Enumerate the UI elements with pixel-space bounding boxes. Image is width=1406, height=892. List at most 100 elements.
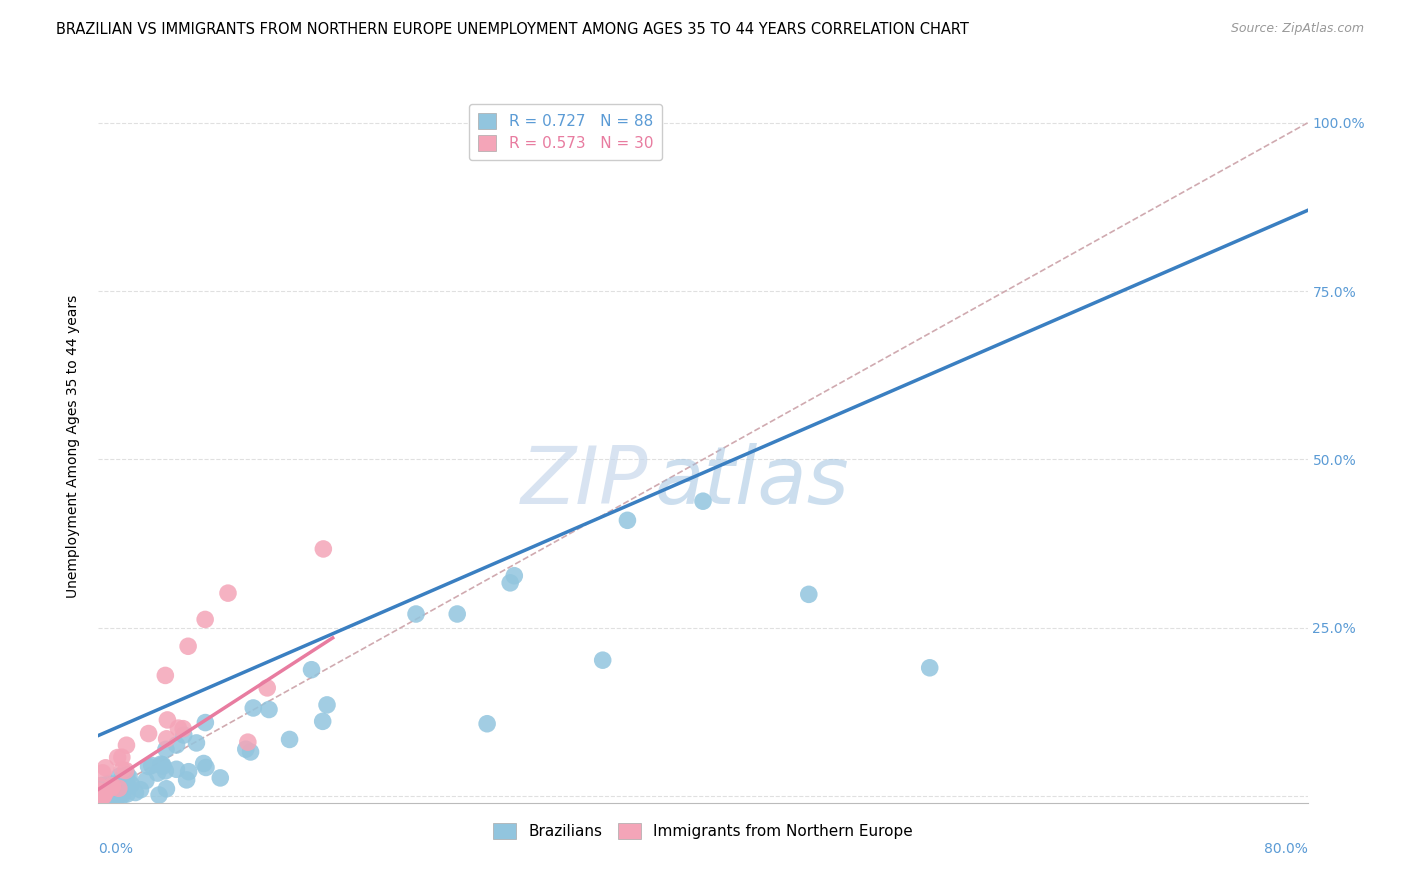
Point bbox=[90, 789, 112, 803]
Point bbox=[111, 750, 134, 764]
Point bbox=[152, 757, 174, 772]
Point bbox=[89, 784, 111, 798]
Point bbox=[141, 758, 163, 772]
Point bbox=[115, 768, 138, 782]
Point bbox=[138, 726, 160, 740]
Point bbox=[193, 756, 215, 771]
Point bbox=[278, 732, 301, 747]
Point bbox=[242, 701, 264, 715]
Point bbox=[94, 787, 117, 801]
Point bbox=[235, 742, 257, 756]
Point bbox=[236, 735, 259, 749]
Point bbox=[167, 721, 190, 735]
Point bbox=[165, 762, 187, 776]
Point bbox=[107, 750, 129, 764]
Point bbox=[108, 789, 131, 803]
Point bbox=[91, 785, 114, 799]
Point bbox=[104, 789, 127, 803]
Y-axis label: Unemployment Among Ages 35 to 44 years: Unemployment Among Ages 35 to 44 years bbox=[66, 294, 80, 598]
Point bbox=[138, 759, 160, 773]
Point bbox=[115, 738, 138, 752]
Point bbox=[312, 541, 335, 556]
Point bbox=[112, 780, 135, 795]
Text: 0.0%: 0.0% bbox=[98, 842, 134, 856]
Point bbox=[155, 781, 177, 796]
Point bbox=[96, 789, 118, 803]
Point bbox=[91, 765, 114, 780]
Point bbox=[301, 663, 323, 677]
Point bbox=[93, 789, 115, 803]
Text: ZIP: ZIP bbox=[522, 442, 648, 521]
Point bbox=[101, 780, 124, 795]
Point bbox=[152, 759, 174, 773]
Point bbox=[103, 782, 125, 797]
Point bbox=[90, 789, 112, 803]
Point bbox=[405, 607, 427, 621]
Point bbox=[172, 722, 194, 736]
Point bbox=[112, 769, 135, 783]
Point bbox=[111, 763, 134, 777]
Point bbox=[118, 770, 141, 784]
Point bbox=[475, 716, 498, 731]
Point bbox=[93, 788, 115, 802]
Point bbox=[797, 587, 820, 601]
Point bbox=[98, 780, 121, 794]
Point bbox=[156, 731, 179, 746]
Point bbox=[217, 586, 239, 600]
Point bbox=[148, 788, 170, 802]
Point bbox=[124, 785, 146, 799]
Point bbox=[156, 713, 179, 727]
Point bbox=[155, 742, 177, 756]
Point bbox=[176, 772, 198, 787]
Point bbox=[256, 681, 278, 695]
Point bbox=[111, 789, 134, 803]
Point bbox=[114, 780, 136, 795]
Point bbox=[103, 789, 125, 803]
Point bbox=[89, 779, 111, 793]
Point bbox=[93, 789, 115, 803]
Point bbox=[186, 736, 208, 750]
Point bbox=[90, 789, 112, 803]
Point bbox=[110, 787, 132, 801]
Point bbox=[98, 776, 121, 790]
Point bbox=[135, 773, 157, 788]
Point bbox=[194, 760, 217, 774]
Point bbox=[108, 784, 131, 798]
Point bbox=[155, 764, 177, 778]
Point bbox=[101, 780, 124, 794]
Point bbox=[312, 714, 335, 729]
Point bbox=[93, 789, 115, 803]
Point bbox=[104, 779, 127, 793]
Point bbox=[166, 738, 188, 752]
Point bbox=[316, 698, 339, 712]
Point bbox=[101, 779, 124, 793]
Point bbox=[499, 575, 522, 590]
Point bbox=[446, 607, 468, 621]
Point bbox=[90, 789, 112, 803]
Legend: Brazilians, Immigrants from Northern Europe: Brazilians, Immigrants from Northern Eur… bbox=[488, 817, 918, 845]
Point bbox=[146, 766, 169, 780]
Text: 80.0%: 80.0% bbox=[1264, 842, 1308, 856]
Point bbox=[93, 780, 115, 794]
Point bbox=[93, 789, 115, 803]
Point bbox=[89, 785, 111, 799]
Point bbox=[209, 771, 232, 785]
Point bbox=[115, 777, 138, 791]
Point bbox=[503, 568, 526, 582]
Point bbox=[91, 789, 114, 803]
Point bbox=[94, 780, 117, 795]
Point bbox=[87, 789, 110, 803]
Point bbox=[94, 786, 117, 800]
Point bbox=[110, 772, 132, 787]
Point bbox=[129, 782, 152, 797]
Point bbox=[100, 780, 122, 794]
Point bbox=[91, 789, 114, 803]
Point bbox=[114, 764, 136, 778]
Point bbox=[194, 612, 217, 626]
Point bbox=[97, 777, 120, 791]
Point bbox=[87, 784, 110, 798]
Point bbox=[173, 728, 195, 742]
Point bbox=[592, 653, 614, 667]
Point bbox=[91, 778, 114, 792]
Point bbox=[89, 779, 111, 793]
